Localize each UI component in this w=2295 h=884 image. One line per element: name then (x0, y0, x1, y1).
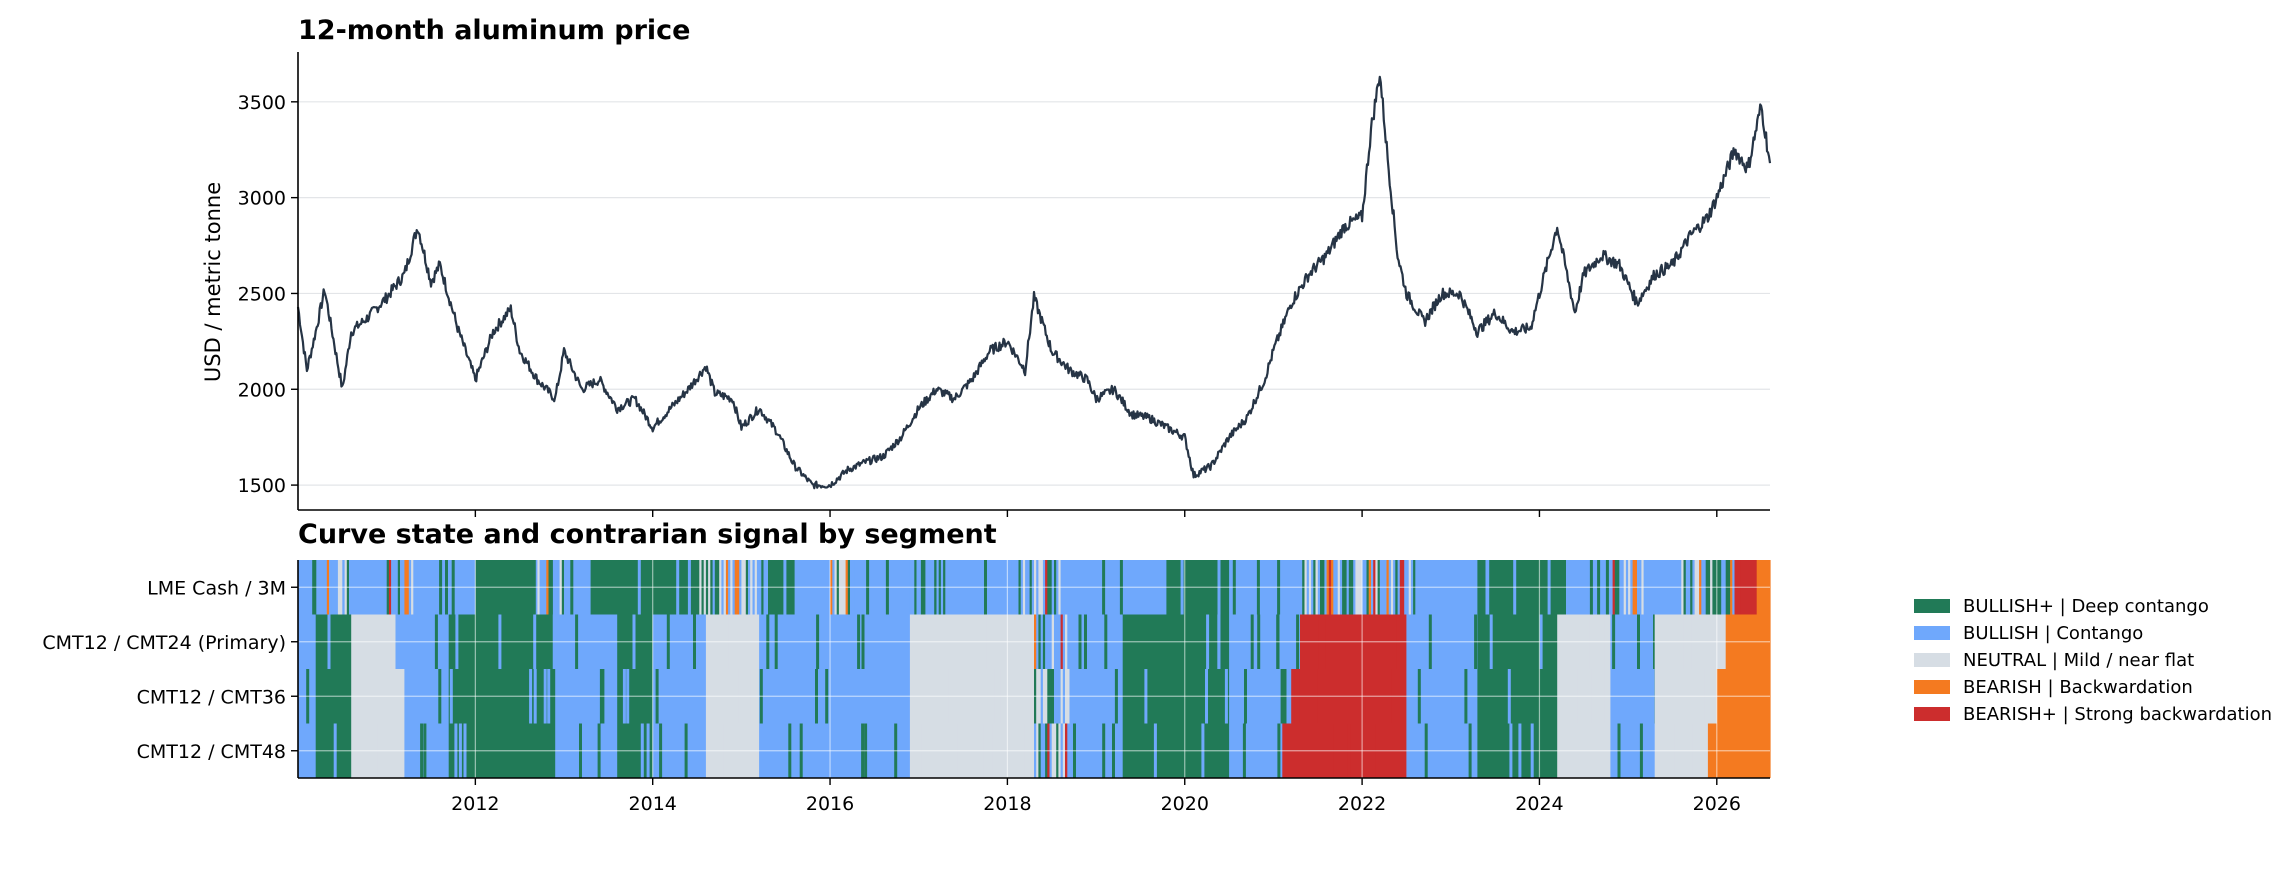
price-y-tick-label: 1500 (238, 475, 286, 497)
price-chart-title: 12-month aluminum price (298, 15, 691, 46)
legend-label: BEARISH | Backwardation (1963, 677, 2193, 698)
price-y-axis: 1500 2000 2500 3000 3500 (238, 92, 298, 497)
heatmap-row-label: LME Cash / 3M (147, 577, 286, 599)
heatmap-x-tick-label: 2016 (806, 793, 854, 815)
legend: BULLISH+ | Deep contango BULLISH | Contan… (1914, 596, 2272, 725)
price-y-axis-label: USD / metric tonne (201, 182, 225, 382)
heatmap-row-labels: LME Cash / 3M CMT12 / CMT24 (Primary) CMT1… (42, 577, 298, 763)
legend-swatch (1914, 626, 1950, 640)
legend-swatch (1914, 599, 1950, 613)
legend-label: NEUTRAL | Mild / near flat (1963, 650, 2194, 671)
heatmap-x-axis: 2012 2014 2016 2018 2020 2022 2024 2026 (451, 778, 1741, 815)
heatmap-title: Curve state and contrarian signal by seg… (298, 519, 997, 550)
heatmap-row-label: CMT12 / CMT36 (137, 686, 286, 708)
heatmap-x-tick-label: 2024 (1515, 793, 1563, 815)
heatmap-x-tick-label: 2014 (629, 793, 677, 815)
heatmap-x-tick-label: 2022 (1338, 793, 1386, 815)
heatmap-x-tick-label: 2018 (983, 793, 1031, 815)
signal-heatmap (298, 560, 1771, 778)
legend-label: BULLISH | Contango (1963, 623, 2143, 644)
price-line (296, 75, 1772, 490)
heatmap-row-label: CMT12 / CMT24 (Primary) (42, 632, 286, 654)
heatmap-x-tick-label: 2026 (1693, 793, 1741, 815)
legend-swatch (1914, 653, 1950, 667)
price-y-tick-label: 3500 (238, 92, 286, 114)
price-y-tick-label: 2500 (238, 283, 286, 305)
heatmap-row-label: CMT12 / CMT48 (137, 741, 286, 763)
heatmap-grid (298, 560, 1770, 778)
legend-swatch (1914, 680, 1950, 694)
price-y-tick-label: 3000 (238, 188, 286, 210)
price-y-tick-label: 2000 (238, 379, 286, 401)
legend-label: BULLISH+ | Deep contango (1963, 596, 2209, 617)
heatmap-x-tick-label: 2020 (1161, 793, 1209, 815)
price-x-ticks (474, 510, 1718, 517)
heatmap-x-tick-label: 2012 (451, 793, 499, 815)
price-series (296, 75, 1772, 490)
legend-label: BEARISH+ | Strong backwardation (1963, 704, 2272, 725)
legend-swatch (1914, 707, 1950, 721)
